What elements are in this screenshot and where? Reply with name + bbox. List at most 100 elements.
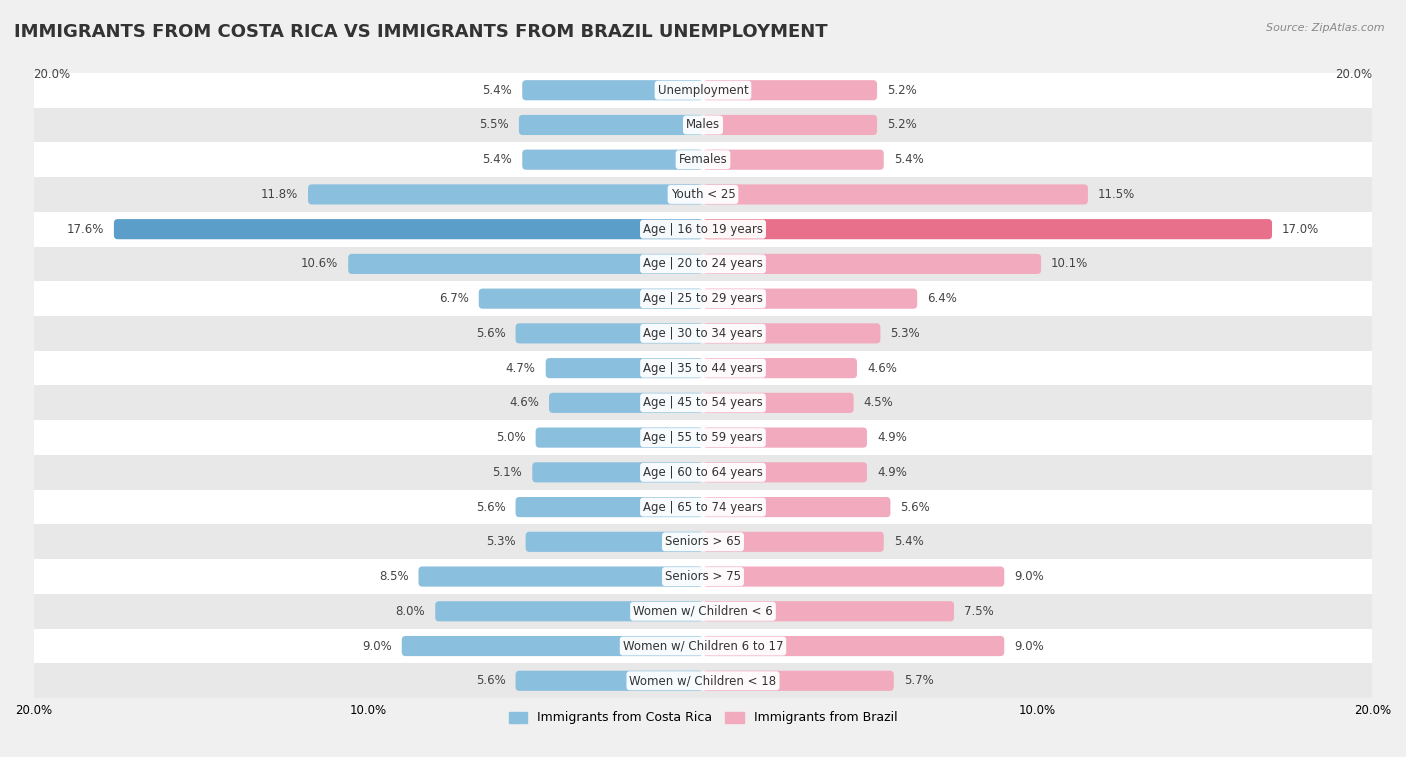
FancyBboxPatch shape: [703, 358, 858, 378]
Text: Seniors > 75: Seniors > 75: [665, 570, 741, 583]
Text: Females: Females: [679, 153, 727, 167]
Text: 6.4%: 6.4%: [928, 292, 957, 305]
FancyBboxPatch shape: [526, 531, 703, 552]
Text: 5.2%: 5.2%: [887, 84, 917, 97]
Bar: [34, 350, 1372, 385]
FancyBboxPatch shape: [548, 393, 703, 413]
Bar: [34, 142, 1372, 177]
Text: Age | 20 to 24 years: Age | 20 to 24 years: [643, 257, 763, 270]
Text: 4.6%: 4.6%: [509, 397, 538, 410]
Text: Women w/ Children < 18: Women w/ Children < 18: [630, 674, 776, 687]
Text: Women w/ Children < 6: Women w/ Children < 6: [633, 605, 773, 618]
Text: 5.4%: 5.4%: [482, 153, 512, 167]
Text: 20.0%: 20.0%: [34, 67, 70, 81]
FancyBboxPatch shape: [402, 636, 703, 656]
Bar: [34, 628, 1372, 663]
Text: 8.5%: 8.5%: [378, 570, 409, 583]
Text: Unemployment: Unemployment: [658, 84, 748, 97]
FancyBboxPatch shape: [349, 254, 703, 274]
Text: 5.6%: 5.6%: [900, 500, 931, 513]
Text: 5.7%: 5.7%: [904, 674, 934, 687]
FancyBboxPatch shape: [546, 358, 703, 378]
FancyBboxPatch shape: [703, 185, 1088, 204]
FancyBboxPatch shape: [436, 601, 703, 621]
Bar: [34, 594, 1372, 628]
Text: 17.0%: 17.0%: [1282, 223, 1319, 235]
Text: Age | 60 to 64 years: Age | 60 to 64 years: [643, 466, 763, 479]
FancyBboxPatch shape: [703, 254, 1040, 274]
Text: Age | 30 to 34 years: Age | 30 to 34 years: [643, 327, 763, 340]
Text: 5.4%: 5.4%: [894, 535, 924, 548]
FancyBboxPatch shape: [536, 428, 703, 447]
Text: Age | 35 to 44 years: Age | 35 to 44 years: [643, 362, 763, 375]
FancyBboxPatch shape: [308, 185, 703, 204]
Text: 4.9%: 4.9%: [877, 431, 907, 444]
FancyBboxPatch shape: [533, 463, 703, 482]
Bar: [34, 385, 1372, 420]
Text: Males: Males: [686, 118, 720, 132]
FancyBboxPatch shape: [522, 80, 703, 100]
Text: Source: ZipAtlas.com: Source: ZipAtlas.com: [1267, 23, 1385, 33]
Text: 9.0%: 9.0%: [1014, 640, 1045, 653]
FancyBboxPatch shape: [703, 671, 894, 691]
Text: Age | 16 to 19 years: Age | 16 to 19 years: [643, 223, 763, 235]
Text: 5.4%: 5.4%: [482, 84, 512, 97]
Bar: [34, 455, 1372, 490]
FancyBboxPatch shape: [703, 80, 877, 100]
Text: 7.5%: 7.5%: [965, 605, 994, 618]
Bar: [34, 490, 1372, 525]
Text: 17.6%: 17.6%: [66, 223, 104, 235]
Text: Seniors > 65: Seniors > 65: [665, 535, 741, 548]
Text: 6.7%: 6.7%: [439, 292, 468, 305]
Text: 10.6%: 10.6%: [301, 257, 339, 270]
FancyBboxPatch shape: [703, 150, 884, 170]
Bar: [34, 420, 1372, 455]
Text: 5.0%: 5.0%: [496, 431, 526, 444]
Text: 10.1%: 10.1%: [1052, 257, 1088, 270]
FancyBboxPatch shape: [703, 463, 868, 482]
Bar: [34, 177, 1372, 212]
Bar: [34, 212, 1372, 247]
Bar: [34, 316, 1372, 350]
FancyBboxPatch shape: [516, 497, 703, 517]
Text: 5.4%: 5.4%: [894, 153, 924, 167]
Text: 4.9%: 4.9%: [877, 466, 907, 479]
Bar: [34, 247, 1372, 282]
Text: 4.5%: 4.5%: [863, 397, 893, 410]
FancyBboxPatch shape: [114, 219, 703, 239]
Bar: [34, 107, 1372, 142]
Text: Women w/ Children 6 to 17: Women w/ Children 6 to 17: [623, 640, 783, 653]
Text: IMMIGRANTS FROM COSTA RICA VS IMMIGRANTS FROM BRAZIL UNEMPLOYMENT: IMMIGRANTS FROM COSTA RICA VS IMMIGRANTS…: [14, 23, 828, 41]
FancyBboxPatch shape: [703, 219, 1272, 239]
Text: 20.0%: 20.0%: [1336, 67, 1372, 81]
Text: Age | 55 to 59 years: Age | 55 to 59 years: [643, 431, 763, 444]
Text: 5.5%: 5.5%: [479, 118, 509, 132]
FancyBboxPatch shape: [516, 671, 703, 691]
Bar: [34, 282, 1372, 316]
Text: 5.3%: 5.3%: [486, 535, 516, 548]
FancyBboxPatch shape: [703, 566, 1004, 587]
FancyBboxPatch shape: [703, 115, 877, 135]
Text: 5.6%: 5.6%: [475, 327, 506, 340]
Text: 5.6%: 5.6%: [475, 500, 506, 513]
FancyBboxPatch shape: [703, 601, 955, 621]
FancyBboxPatch shape: [522, 150, 703, 170]
FancyBboxPatch shape: [419, 566, 703, 587]
FancyBboxPatch shape: [516, 323, 703, 344]
Bar: [34, 663, 1372, 698]
Text: 4.7%: 4.7%: [506, 362, 536, 375]
Text: 8.0%: 8.0%: [395, 605, 425, 618]
Text: 5.2%: 5.2%: [887, 118, 917, 132]
Text: Age | 45 to 54 years: Age | 45 to 54 years: [643, 397, 763, 410]
FancyBboxPatch shape: [519, 115, 703, 135]
FancyBboxPatch shape: [703, 288, 917, 309]
Text: 4.6%: 4.6%: [868, 362, 897, 375]
FancyBboxPatch shape: [703, 636, 1004, 656]
Text: 5.1%: 5.1%: [492, 466, 522, 479]
FancyBboxPatch shape: [703, 393, 853, 413]
Text: 9.0%: 9.0%: [361, 640, 392, 653]
FancyBboxPatch shape: [703, 531, 884, 552]
Text: Age | 25 to 29 years: Age | 25 to 29 years: [643, 292, 763, 305]
FancyBboxPatch shape: [703, 497, 890, 517]
Bar: [34, 559, 1372, 594]
